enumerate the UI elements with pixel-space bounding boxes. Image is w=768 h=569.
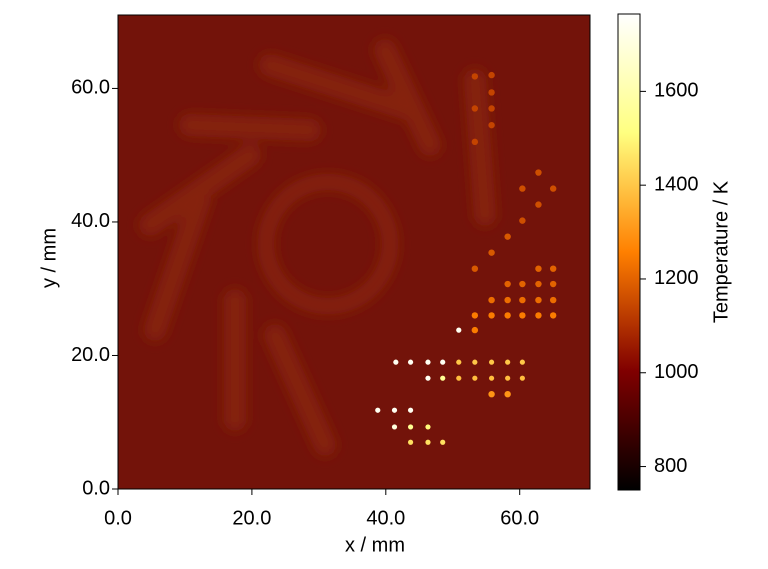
colorbar-tick-label: 1200 — [654, 267, 699, 289]
hot-spot — [407, 424, 414, 430]
x-axis-label: x / mm — [345, 534, 405, 556]
hot-spot — [535, 280, 542, 288]
hot-spot — [456, 375, 462, 381]
hot-spot — [471, 73, 479, 80]
hot-spot — [440, 359, 446, 365]
x-tick-label: 40.0 — [366, 507, 405, 529]
hot-spot — [488, 312, 495, 319]
hot-spot — [456, 327, 462, 333]
hot-spot — [456, 359, 462, 365]
colorbar-label: Temperature / K — [710, 180, 732, 323]
hot-spot — [535, 296, 542, 304]
hot-spot — [549, 185, 557, 192]
hot-spot — [535, 201, 542, 208]
plot-frame — [117, 14, 591, 490]
hot-spot — [440, 375, 446, 381]
hot-spot — [375, 407, 381, 413]
hot-spot — [519, 185, 526, 192]
hot-spot — [519, 312, 526, 319]
hot-spot — [488, 71, 495, 79]
hot-spot — [504, 391, 511, 398]
colorbar-tick-label: 1400 — [654, 173, 699, 195]
hot-spot — [472, 375, 478, 381]
hot-spot — [505, 375, 511, 381]
hot-spot — [425, 424, 431, 430]
colorbar — [617, 13, 641, 491]
hot-spot — [519, 217, 526, 224]
hot-spot — [393, 359, 399, 365]
hot-spot — [519, 280, 526, 288]
hot-spot — [488, 296, 495, 304]
hot-spot — [440, 439, 446, 445]
hot-spot — [535, 169, 542, 176]
hot-spot — [407, 359, 414, 365]
hot-spot — [391, 424, 398, 430]
hot-spot — [504, 280, 511, 288]
x-tick-label: 60.0 — [500, 507, 539, 529]
colorbar-tick-label: 800 — [654, 455, 687, 477]
y-tick-label: 60.0 — [71, 77, 110, 99]
hot-spot — [425, 359, 431, 365]
hot-spot — [488, 89, 495, 96]
hot-spot — [549, 296, 557, 304]
hot-spot — [519, 296, 526, 304]
hot-spot — [488, 121, 495, 129]
hot-spot — [472, 359, 478, 365]
hot-spot — [471, 138, 479, 146]
hot-spot — [549, 280, 557, 288]
y-tick-label: 40.0 — [71, 210, 110, 232]
y-tick-label: 20.0 — [71, 344, 110, 366]
hot-spot — [549, 265, 557, 272]
hot-spot — [504, 233, 511, 240]
hot-spot — [488, 359, 495, 365]
hot-spot — [549, 312, 557, 319]
hot-spot — [471, 265, 479, 272]
hot-spot — [425, 375, 431, 381]
y-tick-label: 0.0 — [82, 477, 110, 499]
hot-spot — [505, 359, 511, 365]
hot-spot — [519, 359, 525, 365]
hot-spot — [407, 439, 414, 445]
hot-spot — [471, 326, 479, 334]
hot-spot — [425, 439, 431, 445]
y-axis-label: y / mm — [38, 228, 60, 288]
hot-spot — [488, 375, 495, 381]
colorbar-tick-label: 1000 — [654, 361, 699, 383]
hot-spot — [504, 312, 511, 319]
colorbar-tick-label: 1600 — [654, 80, 699, 102]
hot-spot — [488, 391, 495, 398]
x-tick-label: 0.0 — [104, 507, 132, 529]
hot-spot — [535, 265, 542, 272]
hot-spot — [471, 105, 479, 112]
hot-spot — [407, 407, 414, 413]
hot-spot — [488, 105, 495, 112]
hot-spot — [504, 296, 511, 304]
hot-spot — [391, 407, 398, 413]
hot-spot — [519, 375, 525, 381]
hot-spot — [535, 312, 542, 319]
hot-spot — [488, 249, 495, 256]
hot-spot — [471, 312, 479, 319]
field-pattern — [139, 39, 496, 456]
x-tick-label: 20.0 — [232, 507, 271, 529]
